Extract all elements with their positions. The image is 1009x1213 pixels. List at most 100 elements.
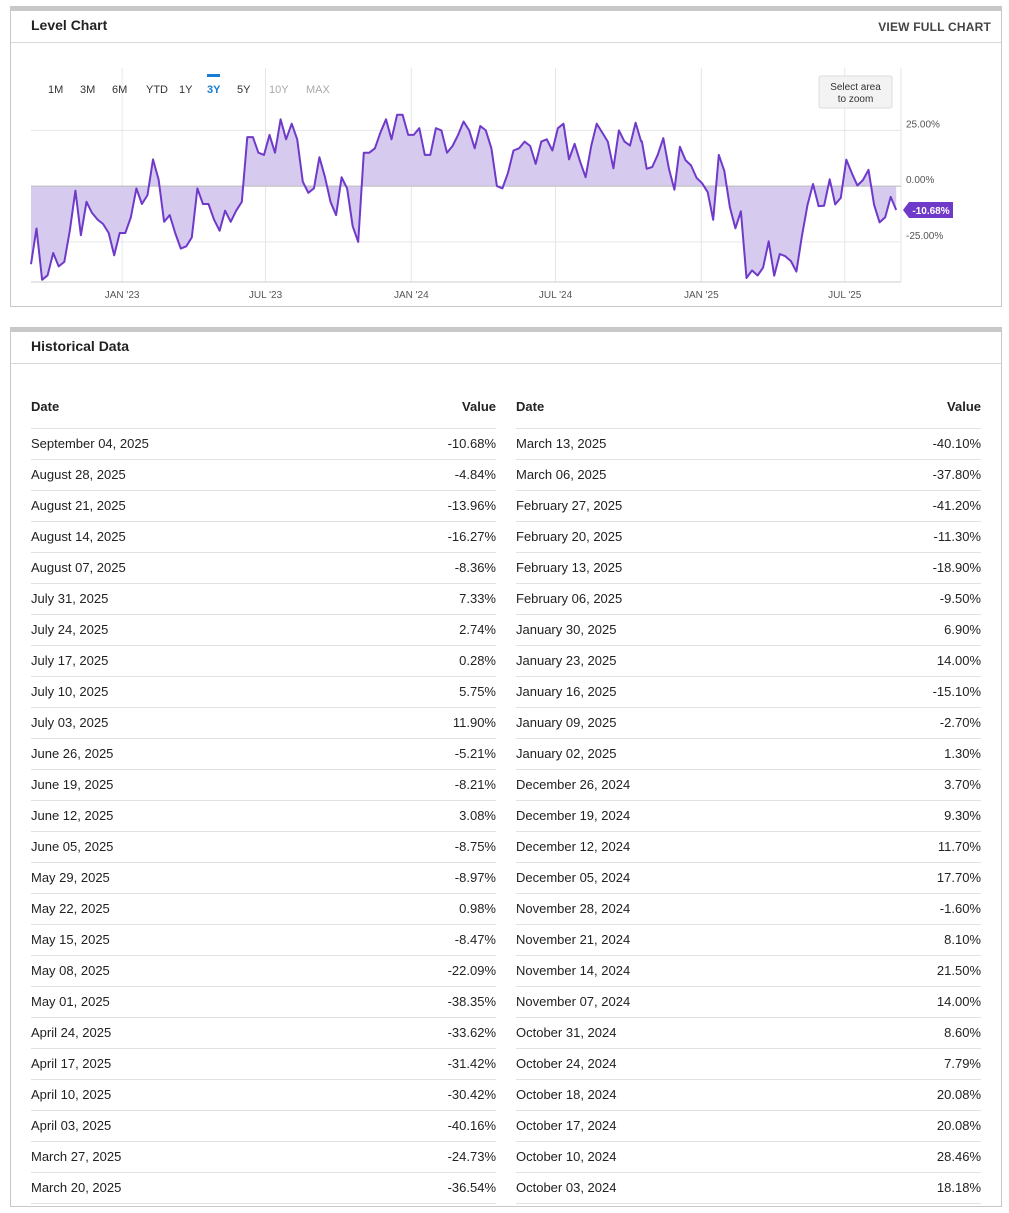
row-value: -40.10%: [932, 436, 981, 451]
row-value: -11.30%: [933, 529, 981, 544]
row-value: 20.08%: [936, 1087, 981, 1102]
range-button-10y: 10Y: [269, 84, 289, 96]
row-value: -9.50%: [939, 591, 981, 606]
row-date: October 31, 2024: [516, 1025, 617, 1040]
row-value: 3.70%: [944, 777, 981, 792]
table-header-row: Date Value: [516, 392, 981, 429]
row-date: March 27, 2025: [31, 1149, 122, 1164]
row-date: October 18, 2024: [516, 1087, 617, 1102]
table-row: April 03, 2025 -40.16%: [31, 1111, 496, 1142]
row-value: 17.70%: [936, 870, 981, 885]
table-row: December 19, 2024 9.30%: [516, 801, 981, 832]
table-row: March 27, 2025 -24.73%: [31, 1142, 496, 1173]
row-value: -37.80%: [932, 467, 981, 482]
table-row: March 06, 2025 -37.80%: [516, 460, 981, 491]
row-value: 9.30%: [944, 808, 981, 823]
current-value-badge-bg: [903, 201, 953, 218]
row-date: October 17, 2024: [516, 1118, 617, 1133]
row-value: -13.96%: [447, 498, 496, 513]
row-value: -22.09%: [447, 963, 496, 978]
table-row: October 17, 2024 20.08%: [516, 1111, 981, 1142]
row-value: 2.74%: [459, 622, 496, 637]
table-row: December 12, 2024 11.70%: [516, 832, 981, 863]
row-date: June 12, 2025: [31, 808, 114, 823]
table-row: February 06, 2025 -9.50%: [516, 584, 981, 615]
row-date: March 06, 2025: [516, 467, 607, 482]
active-range-indicator: [207, 74, 220, 77]
row-value: -5.21%: [454, 746, 496, 761]
range-button-label: YTD: [146, 84, 168, 96]
table-row: December 05, 2024 17.70%: [516, 863, 981, 894]
range-button-label: 10Y: [269, 84, 289, 96]
row-value: 11.70%: [937, 839, 981, 854]
row-date: April 03, 2025: [31, 1118, 112, 1133]
value-column-header: Value: [947, 399, 981, 414]
range-button-6m[interactable]: 6M: [112, 84, 127, 96]
table-row: June 05, 2025 -8.75%: [31, 832, 496, 863]
table-row: August 21, 2025 -13.96%: [31, 491, 496, 522]
row-date: January 16, 2025: [516, 684, 617, 699]
value-column-header: Value: [462, 399, 496, 414]
range-button-5y[interactable]: 5Y: [237, 84, 251, 96]
row-value: -8.75%: [454, 839, 496, 854]
row-value: -8.21%: [454, 777, 496, 792]
row-value: 14.00%: [936, 653, 981, 668]
date-column-header: Date: [31, 399, 60, 414]
row-date: July 03, 2025: [31, 715, 109, 730]
row-value: 8.10%: [944, 932, 981, 947]
row-date: July 10, 2025: [31, 684, 109, 699]
row-value: 8.60%: [944, 1025, 981, 1040]
row-date: October 03, 2024: [516, 1180, 617, 1195]
range-button-1m[interactable]: 1M: [48, 84, 63, 96]
row-date: September 04, 2025: [31, 436, 149, 451]
row-value: 18.18%: [936, 1180, 981, 1195]
table-row: July 17, 2025 0.28%: [31, 646, 496, 677]
row-value: 14.00%: [936, 994, 981, 1009]
level-chart[interactable]: JAN '23 JUL '23 JAN '24 JUL '24 JAN '25 JUL '…: [11, 42, 1001, 306]
range-button-3y[interactable]: 3Y: [207, 74, 221, 96]
row-date: May 29, 2025: [31, 870, 110, 885]
range-button-max: MAX: [306, 84, 331, 96]
row-date: November 14, 2024: [516, 963, 631, 978]
range-button-ytd[interactable]: YTD: [146, 84, 168, 96]
historical-table-left: Date Value September 04, 2025 -10.68% Augu…: [31, 392, 496, 1204]
row-date: November 21, 2024: [516, 932, 631, 947]
row-date: May 22, 2025: [31, 901, 110, 916]
table-row: January 23, 2025 14.00%: [516, 646, 981, 677]
row-value: -8.36%: [454, 560, 496, 575]
row-date: August 28, 2025: [31, 467, 126, 482]
zoom-hint-line-1: Select area: [830, 82, 881, 93]
series-line: [30, 113, 898, 281]
y-tick-label: 0.00%: [906, 175, 934, 186]
historical-data-panel: Historical Data Date Value September 04,…: [10, 327, 1002, 1207]
row-value: -30.42%: [447, 1087, 496, 1102]
table-row: September 04, 2025 -10.68%: [31, 429, 496, 460]
table-row: February 27, 2025 -41.20%: [516, 491, 981, 522]
row-value: 7.33%: [459, 591, 496, 606]
table-row: November 28, 2024 -1.60%: [516, 894, 981, 925]
row-date: January 02, 2025: [516, 746, 617, 761]
row-value: -24.73%: [447, 1149, 496, 1164]
row-date: June 19, 2025: [31, 777, 114, 792]
range-button-3m[interactable]: 3M: [80, 84, 95, 96]
row-date: January 23, 2025: [516, 653, 617, 668]
row-value: -15.10%: [932, 684, 981, 699]
view-full-chart-link[interactable]: VIEW FULL CHART: [878, 20, 991, 34]
table-row: November 21, 2024 8.10%: [516, 925, 981, 956]
table-row: May 22, 2025 0.98%: [31, 894, 496, 925]
table-row: April 24, 2025 -33.62%: [31, 1018, 496, 1049]
row-value: -2.70%: [939, 715, 981, 730]
table-row: May 08, 2025 -22.09%: [31, 956, 496, 987]
x-tick-label: JUL '24: [539, 290, 573, 301]
level-chart-panel: Level Chart VIEW FULL CHART JAN '23 JUL '…: [10, 6, 1002, 307]
table-row: June 12, 2025 3.08%: [31, 801, 496, 832]
row-date: April 24, 2025: [31, 1025, 112, 1040]
row-date: March 20, 2025: [31, 1180, 122, 1195]
range-button-label: MAX: [306, 84, 331, 96]
range-button-1y[interactable]: 1Y: [179, 84, 193, 96]
table-row: June 19, 2025 -8.21%: [31, 770, 496, 801]
table-row: October 31, 2024 8.60%: [516, 1018, 981, 1049]
row-value: -31.42%: [447, 1056, 496, 1071]
row-value: -16.27%: [447, 529, 496, 544]
row-value: 6.90%: [944, 622, 981, 637]
